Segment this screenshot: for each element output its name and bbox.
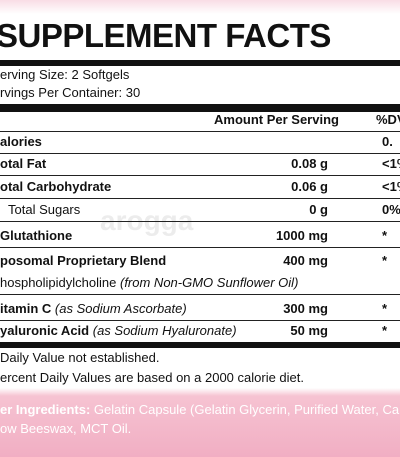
nutrient-label: Total Sugars — [8, 202, 81, 217]
watermark: arogga — [100, 205, 194, 236]
nutrient-label: alories — [0, 134, 42, 149]
row-rule — [0, 320, 400, 321]
nutrient-name: Total Sugars — [8, 202, 80, 218]
footnote: Daily Value not established. — [0, 350, 160, 365]
daily-value: * — [382, 301, 388, 316]
rule — [0, 104, 400, 112]
row-rule — [0, 153, 400, 154]
rule — [0, 60, 400, 66]
servings-per-container: rvings Per Container: 30 — [0, 85, 141, 100]
row-rule — [0, 221, 400, 222]
nutrient-label: yaluronic Acid — [0, 323, 90, 338]
dv-header: %DV — [376, 112, 400, 127]
row-rule — [0, 175, 400, 176]
daily-value: 0. — [382, 134, 393, 149]
amount: 0.08 g — [291, 156, 328, 171]
ingredients-label: er Ingredients: — [0, 402, 91, 417]
daily-value: <1% — [382, 179, 400, 194]
nutrient-name: yaluronic Acid (as Sodium Hyaluronate) — [0, 323, 237, 339]
amount: 50 mg — [290, 323, 328, 338]
amount: 1000 mg — [275, 228, 328, 243]
nutrient-note: (as Sodium Ascorbate) — [54, 301, 187, 316]
ingredients-text: Gelatin Capsule (Gelatin Glycerin, Purif… — [93, 402, 400, 417]
ingredients: er Ingredients: Gelatin Capsule (Gelatin… — [0, 402, 400, 418]
row-rule — [0, 247, 400, 248]
daily-value: * — [382, 228, 388, 243]
nutrient-name: otal Fat — [0, 156, 46, 172]
nutrient-label: itamin C — [0, 301, 52, 316]
row-rule — [0, 131, 400, 132]
rule — [0, 342, 400, 348]
amount: 400 mg — [283, 253, 328, 268]
amount-header: Amount Per Serving — [214, 112, 339, 127]
nutrient-name: alories — [0, 134, 42, 150]
amount: 0.06 g — [291, 179, 328, 194]
nutrient-name: hospholipidylcholine (from Non-GMO Sunfl… — [0, 275, 298, 291]
daily-value: 0% — [382, 202, 400, 217]
daily-value: * — [382, 253, 388, 268]
nutrient-label: posomal Proprietary Blend — [0, 253, 167, 268]
nutrient-name: Glutathione — [0, 228, 72, 244]
nutrient-note: (as Sodium Hyaluronate) — [92, 323, 237, 338]
row-rule — [0, 294, 400, 295]
nutrient-name: posomal Proprietary Blend — [0, 253, 166, 269]
title: SUPPLEMENT FACTS — [0, 17, 331, 54]
nutrient-name: itamin C (as Sodium Ascorbate) — [0, 301, 187, 317]
nutrient-label: otal Fat — [0, 156, 47, 171]
nutrient-label: hospholipidylcholine — [0, 275, 117, 290]
daily-value: * — [382, 323, 388, 338]
nutrient-name: otal Carbohydrate — [0, 179, 111, 195]
nutrient-label: otal Carbohydrate — [0, 179, 112, 194]
serving-size: erving Size: 2 Softgels — [0, 67, 130, 82]
footnote: ercent Daily Values are based on a 2000 … — [0, 370, 305, 385]
nutrient-note: (from Non-GMO Sunflower Oil) — [119, 275, 299, 290]
ingredients-text: ow Beeswax, MCT Oil. — [0, 421, 132, 436]
amount: 300 mg — [283, 301, 328, 316]
daily-value: <1% — [382, 156, 400, 171]
amount: 0 g — [309, 202, 328, 217]
row-rule — [0, 198, 400, 199]
nutrient-label: Glutathione — [0, 228, 73, 243]
